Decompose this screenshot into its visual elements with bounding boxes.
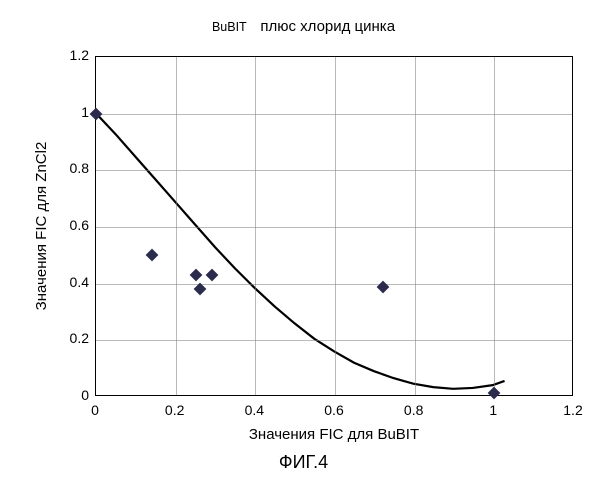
y-tick-label: 1.2	[53, 47, 89, 63]
y-tick-label: 0	[53, 387, 89, 403]
grid-h	[96, 114, 572, 115]
grid-v	[255, 57, 256, 395]
plot-area	[95, 56, 573, 396]
grid-v	[415, 57, 416, 395]
x-tick-label: 0.4	[239, 402, 269, 418]
title-text-1: BuBIT	[212, 20, 247, 34]
grid-h	[96, 227, 572, 228]
title-text-2: плюс хлорид цинка	[260, 18, 395, 35]
fit-curve	[96, 57, 572, 395]
x-tick-label: 0.6	[319, 402, 349, 418]
y-tick-label: 0.8	[53, 160, 89, 176]
grid-v	[335, 57, 336, 395]
grid-v	[494, 57, 495, 395]
x-tick-label: 1	[478, 402, 508, 418]
y-tick-label: 1	[53, 104, 89, 120]
y-tick-label: 0.2	[53, 330, 89, 346]
grid-v	[176, 57, 177, 395]
x-axis-label: Значения FIC для BuBIT	[95, 426, 573, 443]
figure-caption: ФИГ.4	[0, 452, 607, 473]
grid-h	[96, 284, 572, 285]
x-tick-label: 0.8	[399, 402, 429, 418]
y-axis-label: Значения FIC для ZnCl2	[33, 56, 50, 396]
grid-h	[96, 170, 572, 171]
x-tick-label: 0	[80, 402, 110, 418]
grid-h	[96, 340, 572, 341]
x-tick-label: 1.2	[558, 402, 588, 418]
x-tick-label: 0.2	[160, 402, 190, 418]
chart-title-part1: BuBIT плюс хлорид цинка	[0, 18, 607, 35]
y-tick-label: 0.6	[53, 217, 89, 233]
y-tick-label: 0.4	[53, 274, 89, 290]
